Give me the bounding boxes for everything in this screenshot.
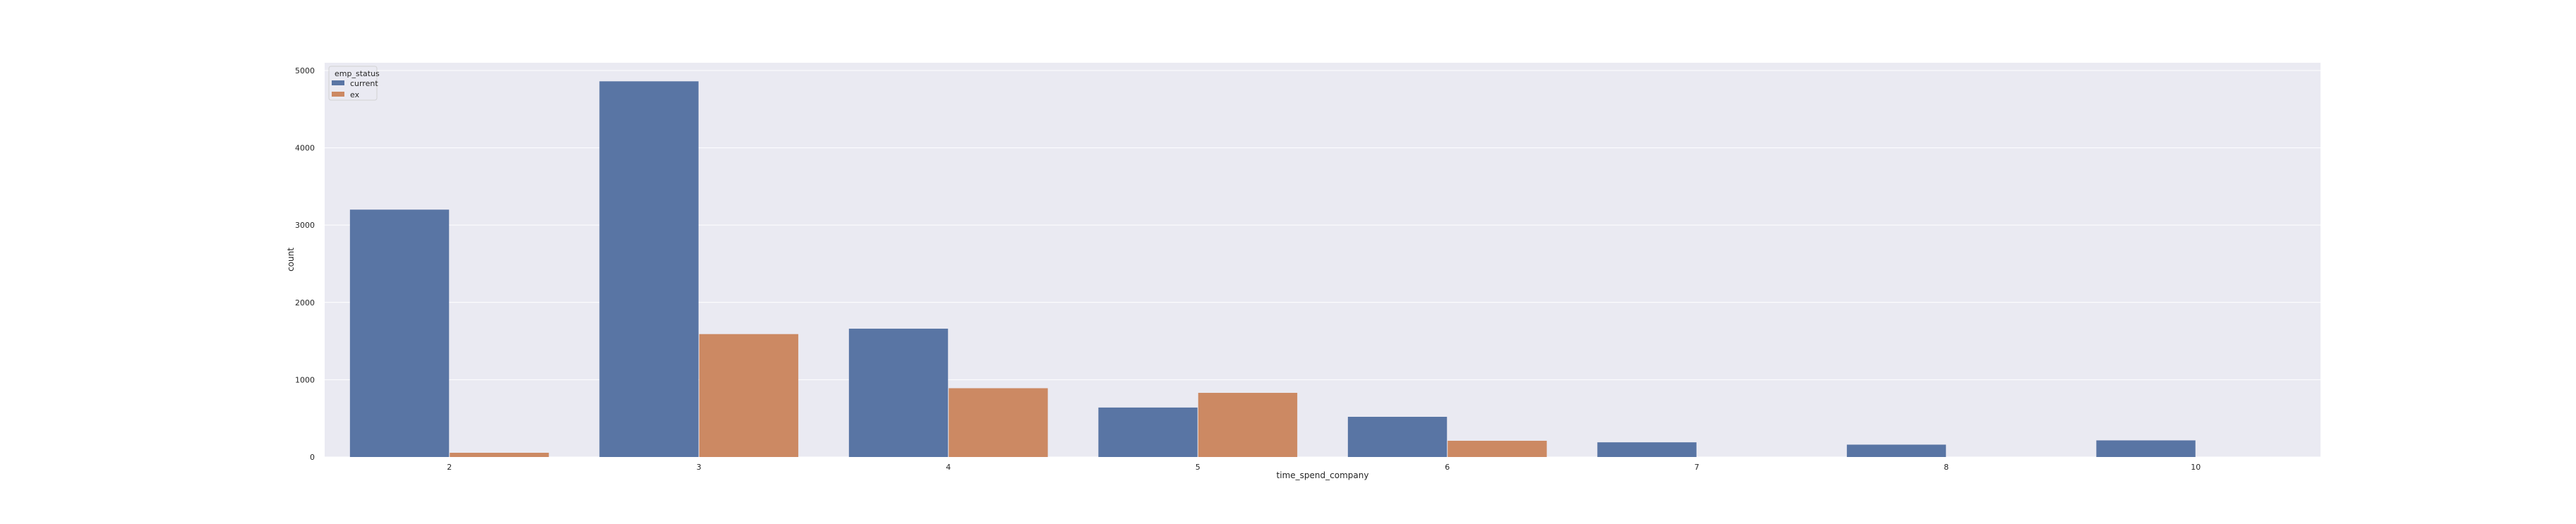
bar-current-3 [599, 81, 699, 457]
legend-label-current: current [350, 79, 378, 88]
x-tick-label: 5 [1196, 463, 1200, 472]
legend-title: emp_status [335, 69, 380, 78]
y-axis-label: count [286, 248, 296, 272]
bars [349, 81, 2196, 457]
bar-current-10 [2096, 440, 2196, 457]
legend: emp_status current ex [328, 66, 380, 101]
bar-ex-2 [450, 452, 549, 457]
bar-current-7 [1597, 442, 1697, 457]
x-tick-label: 7 [1695, 463, 1699, 472]
x-tick-label: 2 [447, 463, 452, 472]
x-tick-label: 4 [946, 463, 951, 472]
y-tick-label: 5000 [295, 66, 315, 75]
legend-swatch-current [332, 80, 344, 85]
legend-label-ex: ex [350, 90, 360, 99]
bar-current-5 [1098, 407, 1198, 457]
x-tick-label: 10 [2191, 463, 2201, 472]
y-tick-label: 2000 [295, 298, 315, 307]
x-axis-label: time_spend_company [1277, 470, 1369, 480]
legend-swatch-ex [332, 92, 344, 97]
x-tick-label: 3 [697, 463, 702, 472]
bar-current-6 [1347, 417, 1448, 457]
bar-ex-6 [1448, 440, 1547, 457]
y-tick-label: 3000 [295, 221, 315, 230]
bar-current-8 [1846, 444, 1946, 457]
x-tick-label: 8 [1944, 463, 1949, 472]
bar-ex-3 [699, 334, 799, 457]
x-tick-labels: 2 3 4 5 6 7 8 10 [447, 463, 2201, 472]
bar-ex-4 [949, 388, 1048, 457]
y-tick-label: 0 [310, 453, 315, 462]
bar-current-4 [848, 329, 949, 457]
y-tick-label: 1000 [295, 375, 315, 384]
x-tick-label: 6 [1445, 463, 1450, 472]
bar-current-2 [349, 209, 450, 457]
bar-ex-5 [1198, 393, 1298, 457]
y-tick-label: 4000 [295, 144, 315, 153]
y-tick-labels: 0 1000 2000 3000 4000 5000 [295, 66, 315, 462]
